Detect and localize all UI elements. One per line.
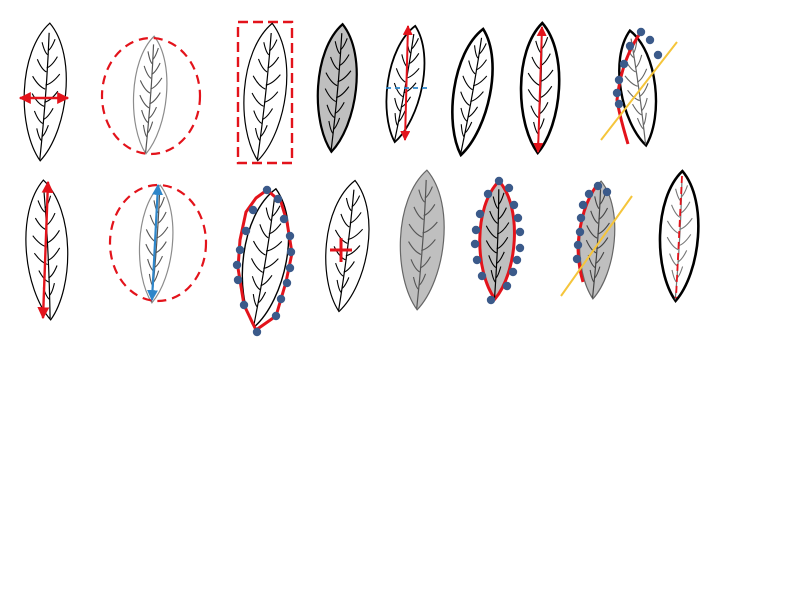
leaf-shaded-landmarks [478,178,516,302]
cut-line [600,41,678,141]
leaf-shaded-cut [579,180,616,300]
landmark-dot [262,185,272,195]
landmark-dot [483,189,493,199]
landmark-dot [625,41,635,51]
landmark-dot [273,194,283,204]
length-arrow [400,25,413,141]
landmark-dot [235,245,245,255]
leaf-area-fill [316,22,358,154]
landmark-dot [233,275,243,285]
leaf-width-measure [23,22,67,162]
landmark-dot [279,214,289,224]
landmark-dot [241,226,251,236]
landmark-dot [602,187,612,197]
landmark-dot [573,240,583,250]
leaf-centroid [325,179,370,313]
leaf-shaded-area [399,169,445,311]
landmark-dot [472,255,482,265]
landmark-dot [645,35,655,45]
landmark-dot [502,281,512,291]
landmark-dot [636,27,646,37]
landmark-dot [515,243,525,253]
landmark-dot [508,267,518,277]
landmark-dot [248,205,258,215]
enclosing-circle [100,36,202,156]
landmark-dot [276,294,286,304]
landmark-dot [282,278,292,288]
landmark-dot [475,209,485,219]
landmark-dot [504,183,514,193]
leaf-perimeter-outline [451,27,494,158]
landmark-dot [614,75,624,85]
landmark-dot [578,200,588,210]
landmark-dot [486,295,496,305]
landmark-dot [593,181,603,191]
landmark-dot [494,176,504,186]
landmark-dot [576,213,586,223]
length-arrow-3 [37,180,54,320]
length-arrow-2 [533,26,547,153]
landmark-dot [513,213,523,223]
landmark-dot [653,50,663,60]
diameter-arrow [147,183,163,302]
landmark-dot [619,59,629,69]
landmark-dot [470,239,480,249]
landmark-dot [512,255,522,265]
landmark-dot [572,254,582,264]
cut-line-2 [560,195,633,297]
landmark-dot [252,327,262,337]
landmark-dot [232,260,242,270]
landmark-dot [285,231,295,241]
landmark-dot [612,88,622,98]
landmark-dot [477,271,487,281]
leaf-bounding-box [243,22,288,162]
landmark-dot [471,225,481,235]
landmark-dot [614,99,624,109]
leaf-enclosing-circle [132,35,168,155]
landmark-dot [575,227,585,237]
midrib-dashed-line [675,175,683,299]
landmark-dot [515,227,525,237]
leaf-landmarks-with-cut [618,28,658,148]
bounding-box [236,20,294,165]
landmark-dot [286,247,296,257]
landmark-dot [239,300,249,310]
landmark-dot [584,189,594,199]
landmark-dot [271,311,281,321]
landmark-dot [509,200,519,210]
landmark-dot [285,263,295,273]
